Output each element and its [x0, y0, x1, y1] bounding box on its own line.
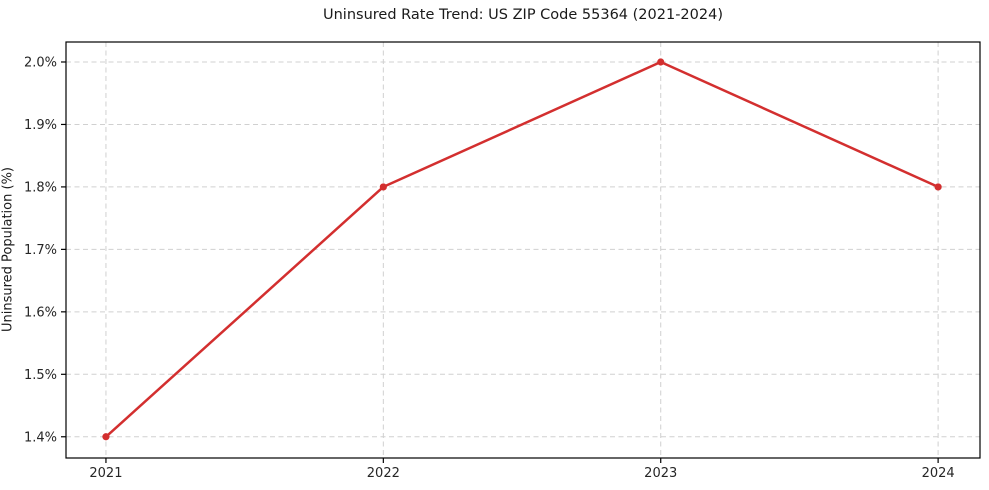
y-tick-label: 1.4% [24, 430, 57, 445]
y-tick-label: 1.5% [24, 368, 57, 383]
x-tick-label: 2021 [89, 466, 122, 481]
y-tick-label: 1.8% [24, 180, 57, 195]
y-tick-label: 1.9% [24, 118, 57, 133]
y-tick-label: 1.6% [24, 305, 57, 320]
x-tick-label: 2024 [922, 466, 955, 481]
data-point-marker [379, 183, 387, 191]
x-tick-label: 2023 [644, 466, 677, 481]
plot-border [65, 41, 981, 459]
data-point-marker [102, 433, 110, 441]
x-tick-label: 2022 [367, 466, 400, 481]
data-point-marker [657, 58, 665, 66]
y-tick-label: 1.7% [24, 243, 57, 258]
chart-title: Uninsured Rate Trend: US ZIP Code 55364 … [323, 7, 723, 23]
data-point-marker [934, 183, 942, 191]
trend-line [104, 60, 940, 439]
y-tick-label: 2.0% [24, 55, 57, 70]
